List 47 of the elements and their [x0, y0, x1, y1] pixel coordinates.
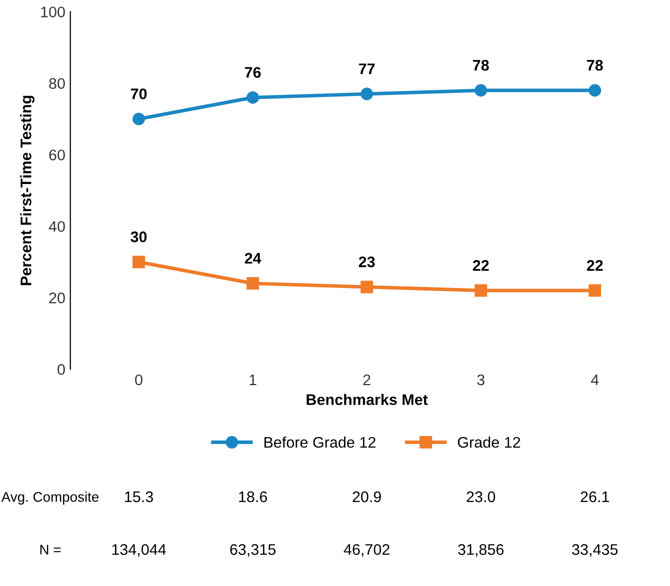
text: 63,315 [230, 544, 276, 557]
y-tick-label: 80 [49, 78, 65, 89]
text: 26.1 [580, 491, 610, 502]
data-label: 22 [472, 260, 489, 271]
text: 20.9 [352, 491, 381, 502]
point [132, 256, 146, 268]
x-tick-label: 2 [363, 374, 370, 386]
data-label: 76 [244, 67, 261, 78]
x-tick-label: 3 [477, 374, 484, 386]
x-tick-label: 0 [135, 374, 142, 386]
point [474, 84, 488, 97]
data-label: 24 [244, 252, 262, 264]
text: Avg. Composite [1, 492, 99, 505]
text: 31,856 [458, 544, 504, 557]
data-label: 30 [130, 231, 147, 242]
data-label: 70 [130, 88, 147, 100]
x-tick-label: 4 [590, 374, 599, 386]
data-label: 23 [358, 256, 375, 268]
text: 15.3 [125, 491, 153, 502]
point [588, 84, 602, 97]
y-tick-label: 0 [58, 364, 65, 375]
point [246, 277, 260, 290]
y-tick-label: 100 [41, 6, 65, 18]
y-tick-label: 20 [49, 292, 65, 304]
data-label: 77 [358, 64, 375, 74]
point [588, 284, 602, 297]
text: 134,044 [112, 544, 166, 557]
text: 18.6 [239, 491, 267, 502]
text: N = [40, 544, 61, 554]
point [360, 280, 374, 294]
x-axis-title: Benchmarks Met [306, 394, 428, 406]
x-tick-label: 1 [250, 374, 256, 386]
text: 46,702 [344, 544, 390, 557]
point [474, 284, 488, 297]
legend-label: Before Grade 12 [264, 436, 376, 448]
y-axis-title: Percent First-Time Testing [20, 96, 34, 286]
y-tick-label: 60 [49, 150, 65, 160]
point [132, 112, 146, 126]
point [246, 91, 260, 104]
legend-label: Grade 12 [458, 436, 520, 448]
y-tick-label: 40 [48, 221, 65, 232]
data-label: 22 [586, 260, 603, 271]
text: 23.0 [466, 491, 496, 502]
data-label: 78 [473, 60, 489, 71]
text: 33,435 [572, 544, 618, 557]
data-label: 78 [587, 60, 603, 71]
point [360, 88, 374, 100]
